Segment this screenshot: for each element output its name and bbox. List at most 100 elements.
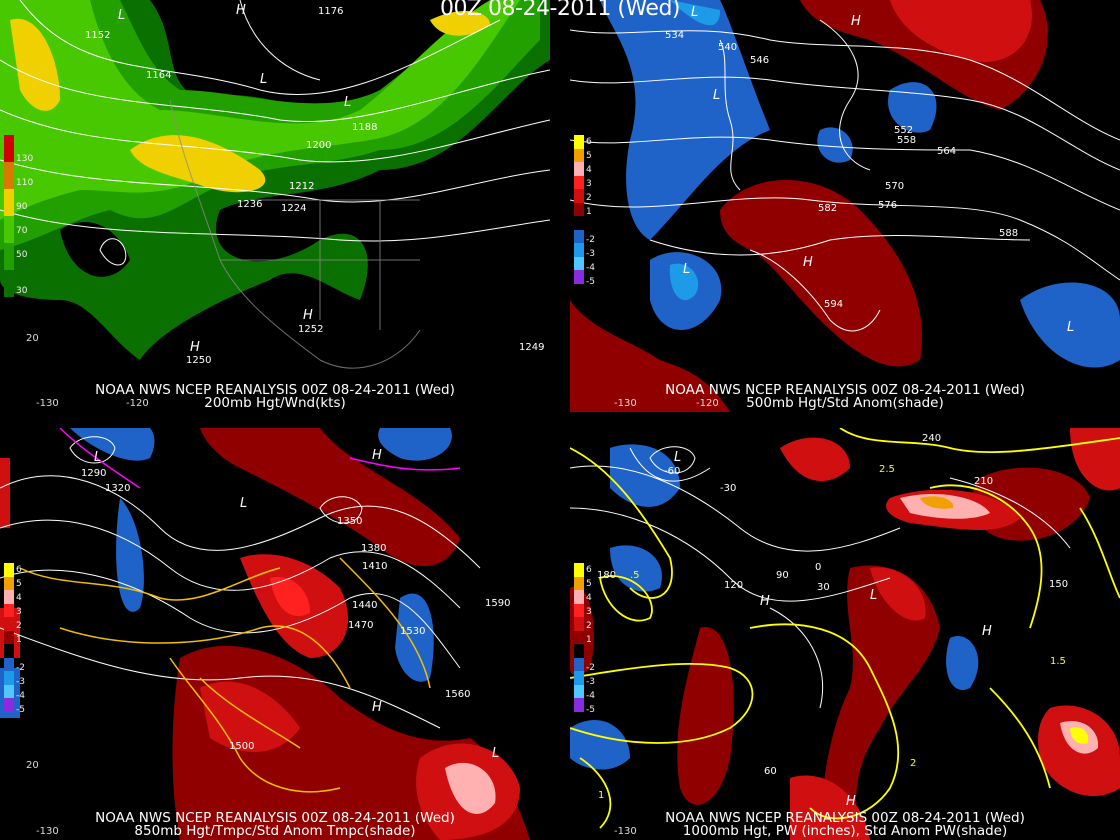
high-pressure-marker: H <box>303 308 313 323</box>
colorbar-label: 5 <box>586 579 592 589</box>
longitude-label: -130 <box>614 826 637 837</box>
colorbar-label: 4 <box>586 165 592 175</box>
contour-label: 1224 <box>281 203 307 214</box>
high-pressure-marker: H <box>851 14 861 29</box>
high-pressure-marker: H <box>760 594 770 609</box>
panel-caption: NOAA NWS NCEP REANALYSIS 00Z 08-24-2011 … <box>665 382 1025 398</box>
colorbar-label: 50 <box>16 250 28 260</box>
panel-subcaption: 850mb Hgt/Tmpc/Std Anom Tmpc(shade) <box>134 823 416 839</box>
contour-label: 90 <box>776 570 789 581</box>
contour-label: 1152 <box>85 30 111 41</box>
high-pressure-marker: H <box>803 255 813 270</box>
pw-contour-label: 1.5 <box>1050 656 1066 667</box>
low-pressure-marker: L <box>674 450 682 465</box>
colorbar-label: 30 <box>16 286 28 296</box>
contour-label: 120 <box>724 580 744 591</box>
panel-subcaption: 500mb Hgt/Std Anom(shade) <box>746 395 944 411</box>
colorbar <box>574 135 584 284</box>
pw-contour-label: 2.5 <box>879 464 895 475</box>
colorbar-label: 6 <box>586 137 592 147</box>
longitude-label: -130 <box>36 398 59 409</box>
low-pressure-marker: L <box>870 588 878 603</box>
anomaly-shading-layer <box>570 0 1120 412</box>
contour-label: 534 <box>665 30 685 41</box>
colorbar-label: 2 <box>16 621 22 631</box>
latitude-label: 20 <box>26 760 39 771</box>
contour-label: 1188 <box>352 122 378 133</box>
low-pressure-marker: L <box>118 8 126 23</box>
contour-label: 240 <box>922 433 942 444</box>
contour-label: 60 <box>764 766 777 777</box>
colorbar-label: 2 <box>586 193 592 203</box>
colorbar-label: -3 <box>16 677 25 687</box>
contour-label: 1470 <box>348 620 374 631</box>
panel-subcaption: 200mb Hgt/Wnd(kts) <box>204 395 346 411</box>
panel-500mb-height-anomaly: 6 5 4 3 2 1 -2 -3 -4 -5 534 540 546 552 … <box>570 0 1120 412</box>
low-pressure-marker: L <box>240 496 248 511</box>
high-pressure-marker: H <box>236 3 246 18</box>
anomaly-shading-layer <box>0 428 530 840</box>
contour-label: 1500 <box>229 741 255 752</box>
colorbar-label: -2 <box>16 663 25 673</box>
contour-label: 1590 <box>485 598 511 609</box>
colorbar-label: -3 <box>586 249 595 259</box>
panel-1000mb-height-precipitable-water: 6 5 4 3 2 1 -2 -3 -4 -5 -60 -30 0 30 60 … <box>570 428 1120 840</box>
colorbar-label: -5 <box>16 705 25 715</box>
contour-label: 1440 <box>352 600 378 611</box>
panel-caption: NOAA NWS NCEP REANALYSIS 00Z 08-24-2011 … <box>665 810 1025 826</box>
high-pressure-marker: H <box>190 340 200 355</box>
map-title: 00Z 08-24-2011 (Wed) <box>439 0 681 21</box>
colorbar-label: 70 <box>16 226 28 236</box>
low-pressure-marker: L <box>492 746 500 761</box>
wind-shading-layer <box>0 0 550 369</box>
colorbar-label: 90 <box>16 202 28 212</box>
contour-label: 0 <box>815 562 822 573</box>
low-pressure-marker: L <box>260 72 268 87</box>
high-pressure-marker: H <box>372 448 382 463</box>
longitude-label: -120 <box>126 398 149 409</box>
contour-label: 546 <box>750 55 770 66</box>
colorbar-label: -4 <box>16 691 25 701</box>
colorbar-label: 4 <box>16 593 22 603</box>
contour-label: 1560 <box>445 689 471 700</box>
low-pressure-marker: L <box>344 95 352 110</box>
anomaly-shading-layer <box>570 428 1120 840</box>
contour-label: -60 <box>664 466 681 477</box>
contour-label: 564 <box>937 146 957 157</box>
high-pressure-marker: H <box>982 624 992 639</box>
colorbar-label: 4 <box>586 593 592 603</box>
contour-label: 180 <box>597 570 617 581</box>
panel-850mb-height-temperature: 6 5 4 3 2 1 -2 -3 -4 -5 1290 1320 1350 1… <box>0 428 550 840</box>
longitude-label: -130 <box>614 398 637 409</box>
contour-label: 1176 <box>318 6 344 17</box>
contour-label: 1236 <box>237 199 263 210</box>
contour-label: 210 <box>974 476 994 487</box>
contour-label: 588 <box>999 228 1019 239</box>
colorbar-label: -2 <box>586 663 595 673</box>
contour-label: 1164 <box>146 70 172 81</box>
contour-label: 1350 <box>337 516 363 527</box>
colorbar-label: 1 <box>586 207 592 217</box>
colorbar-label: 6 <box>586 565 592 575</box>
contour-label: 558 <box>897 135 917 146</box>
low-pressure-marker: L <box>683 262 691 277</box>
colorbar <box>4 563 14 712</box>
colorbar-label: 1 <box>586 635 592 645</box>
contour-label: 1530 <box>400 626 426 637</box>
colorbar-label: 6 <box>16 565 22 575</box>
colorbar <box>574 563 584 712</box>
panel-subcaption: 1000mb Hgt, PW (inches), Std Anom PW(sha… <box>682 823 1008 839</box>
colorbar-label: 5 <box>586 151 592 161</box>
contour-label: 540 <box>718 42 738 53</box>
latitude-label: 20 <box>26 333 39 344</box>
colorbar-label: 3 <box>586 607 592 617</box>
contour-label: 1410 <box>362 561 388 572</box>
contour-label: 1252 <box>298 324 324 335</box>
low-pressure-marker: L <box>713 88 721 103</box>
low-pressure-marker: L <box>691 5 699 20</box>
colorbar-label: 110 <box>16 178 34 188</box>
colorbar-label: 3 <box>586 179 592 189</box>
colorbar-label: -3 <box>586 677 595 687</box>
contour-label: 1380 <box>361 543 387 554</box>
colorbar-label: -4 <box>586 691 595 701</box>
